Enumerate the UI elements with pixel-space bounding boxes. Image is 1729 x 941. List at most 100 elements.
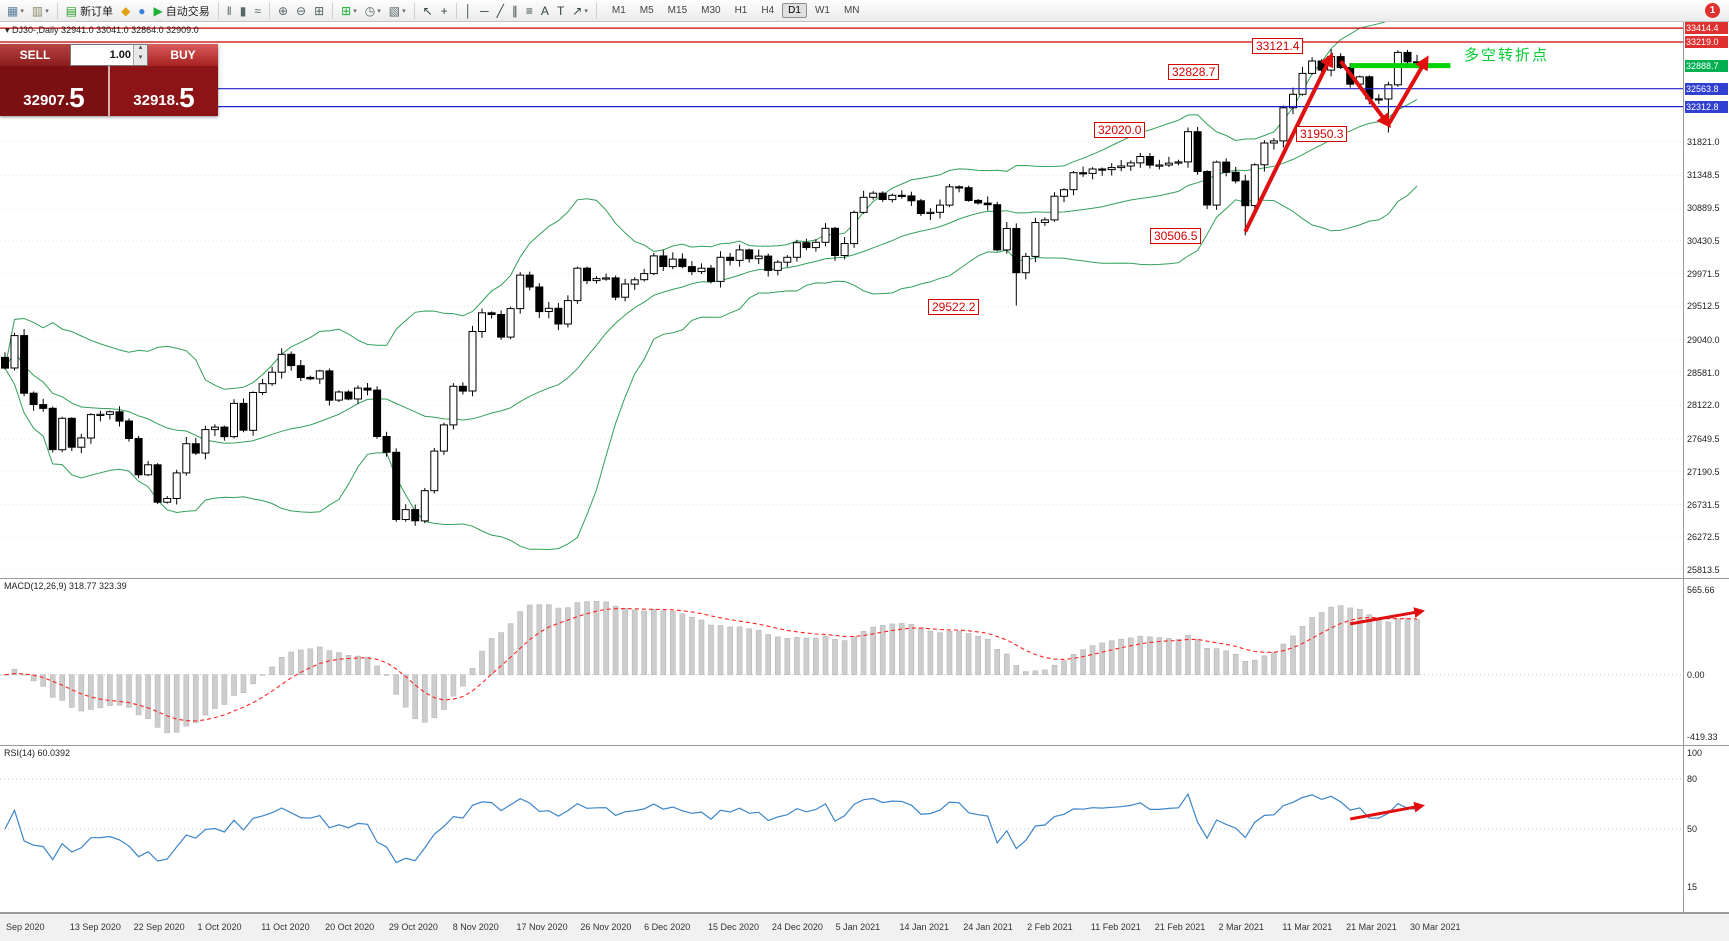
price-marker: 33219.0 <box>1685 36 1728 48</box>
buy-price[interactable]: 32918. 5 <box>110 66 218 116</box>
label-button[interactable]: T <box>554 2 567 20</box>
candle <box>1 352 9 370</box>
timeframe-d1-button[interactable]: D1 <box>782 3 807 18</box>
candle <box>1174 159 1183 166</box>
timeframe-h1-button[interactable]: H1 <box>734 5 748 16</box>
toolbar-separator <box>56 2 58 19</box>
timeframe-w1-button[interactable]: W1 <box>814 5 830 16</box>
timeframe-h4-button[interactable]: H4 <box>761 5 775 16</box>
trend-arrow[interactable] <box>1339 59 1391 129</box>
buy-button[interactable]: BUY <box>148 44 218 66</box>
sell-button[interactable]: SELL <box>0 44 70 66</box>
indicators-dropdown-icon[interactable]: ▾ <box>353 7 357 15</box>
autotrading-button[interactable]: ▶ 自动交易 <box>151 2 213 20</box>
text-button[interactable]: A <box>538 2 552 20</box>
shapes-icon: ↗ <box>572 3 583 18</box>
profiles-dropdown-icon[interactable]: ▾ <box>45 7 49 15</box>
macd-arrow[interactable] <box>1349 607 1425 626</box>
vertical-line-button[interactable]: │ <box>462 2 476 20</box>
candle <box>1021 252 1030 280</box>
new-chart-dropdown-icon[interactable]: ▾ <box>20 7 24 15</box>
candle <box>201 425 210 460</box>
candle <box>859 190 868 214</box>
price-chart-panel[interactable] <box>0 12 1683 578</box>
chart-window: 31821.0 31348.5 30889.5 30430.5 29971.5 29512… <box>0 12 1729 941</box>
candle <box>392 448 401 522</box>
buy-price-main: 32918. <box>133 92 180 109</box>
new-chart-button[interactable]: ▦ ▾ <box>4 2 27 20</box>
community-button[interactable]: ● <box>135 2 148 20</box>
rsi-chart[interactable] <box>0 746 1683 912</box>
line-chart-button[interactable]: ≈ <box>251 2 264 20</box>
macd-chart[interactable] <box>0 579 1683 745</box>
trend-arrow[interactable] <box>1386 55 1429 126</box>
rsi-arrow[interactable] <box>1349 801 1425 821</box>
timeframe-m30-button[interactable]: M30 <box>701 5 721 16</box>
candle <box>563 295 572 328</box>
templates-button[interactable]: ▧ ▾ <box>386 2 409 20</box>
price-axis: 31821.0 31348.5 30889.5 30430.5 29971.5 29512… <box>1683 22 1729 913</box>
trendline-button[interactable]: ╱ <box>494 2 507 20</box>
horizontal-line-icon: ─ <box>480 3 489 18</box>
volume-input[interactable] <box>71 45 133 65</box>
trend-arrow[interactable] <box>1243 52 1334 233</box>
metaeditor-button[interactable]: ◆ <box>118 2 133 20</box>
new-order-button[interactable]: ▤ 新订单 <box>63 2 116 20</box>
new-order-button-label: 新订单 <box>80 5 114 18</box>
candle <box>869 191 878 200</box>
candle <box>315 369 324 384</box>
candle <box>1241 174 1250 236</box>
notification-badge[interactable]: 1 <box>1705 3 1720 18</box>
profiles-button[interactable]: ▥ ▾ <box>29 2 52 20</box>
volume-decrease-button[interactable]: ▾ <box>134 54 147 65</box>
tile-windows-button[interactable]: ⊞ <box>311 2 327 20</box>
candle <box>678 253 687 269</box>
periods-dropdown-icon[interactable]: ▾ <box>377 7 381 15</box>
shapes-dropdown-icon[interactable]: ▾ <box>584 7 588 15</box>
price-chart[interactable] <box>0 12 1683 578</box>
macd-panel[interactable] <box>0 579 1683 745</box>
shapes-button[interactable]: ↗ ▾ <box>569 2 591 20</box>
indicators-button[interactable]: ⊞ ▾ <box>338 2 360 20</box>
price-annotation: 31950.3 <box>1296 126 1348 142</box>
sell-price[interactable]: 32907. 5 <box>0 66 110 116</box>
panel-separator[interactable] <box>0 578 1729 579</box>
rsi-panel[interactable] <box>0 746 1683 912</box>
timeframe-m5-button[interactable]: M5 <box>639 5 654 16</box>
crosshair-button[interactable]: + <box>438 2 451 20</box>
zoom-out-button[interactable]: ⊖ <box>293 2 309 20</box>
panel-separator[interactable] <box>0 745 1729 746</box>
candle <box>363 383 372 396</box>
horizontal-line-button[interactable]: ─ <box>477 2 492 20</box>
turning-point-note: 多空转折点 <box>1464 47 1550 64</box>
zoom-in-button[interactable]: ⊕ <box>275 2 291 20</box>
timeframe-mn-button[interactable]: MN <box>843 5 860 16</box>
candle <box>840 237 849 260</box>
channel-button[interactable]: ∥ <box>509 2 521 20</box>
candle <box>897 190 906 199</box>
candle <box>516 272 525 314</box>
price-axis-label: 29971.5 <box>1687 268 1720 279</box>
candlestick-chart-button[interactable]: ▮ <box>237 2 250 20</box>
candle <box>573 266 582 304</box>
periods-button[interactable]: ◷ ▾ <box>362 2 384 20</box>
candle <box>1155 159 1164 170</box>
fibonacci-button[interactable]: ≡ <box>523 2 536 20</box>
candle <box>1222 158 1231 177</box>
candle <box>745 248 754 263</box>
vertical-line-icon: │ <box>464 3 473 18</box>
candle <box>1260 140 1269 172</box>
date-label: 13 Sep 2020 <box>69 922 121 932</box>
candle <box>916 198 925 216</box>
candle <box>1145 153 1154 169</box>
bar-chart-button[interactable]: ‖ <box>224 2 235 20</box>
cursor-button[interactable]: ↖ <box>420 2 436 20</box>
candle <box>878 191 887 202</box>
templates-dropdown-icon[interactable]: ▾ <box>402 7 406 15</box>
timeframe-m15-button[interactable]: M15 <box>667 5 688 16</box>
candle <box>592 276 601 284</box>
sell-price-big-digit: 5 <box>69 82 85 113</box>
volume-increase-button[interactable]: ▴ <box>134 44 147 55</box>
candle <box>144 461 153 477</box>
timeframe-m1-button[interactable]: M1 <box>611 5 626 16</box>
